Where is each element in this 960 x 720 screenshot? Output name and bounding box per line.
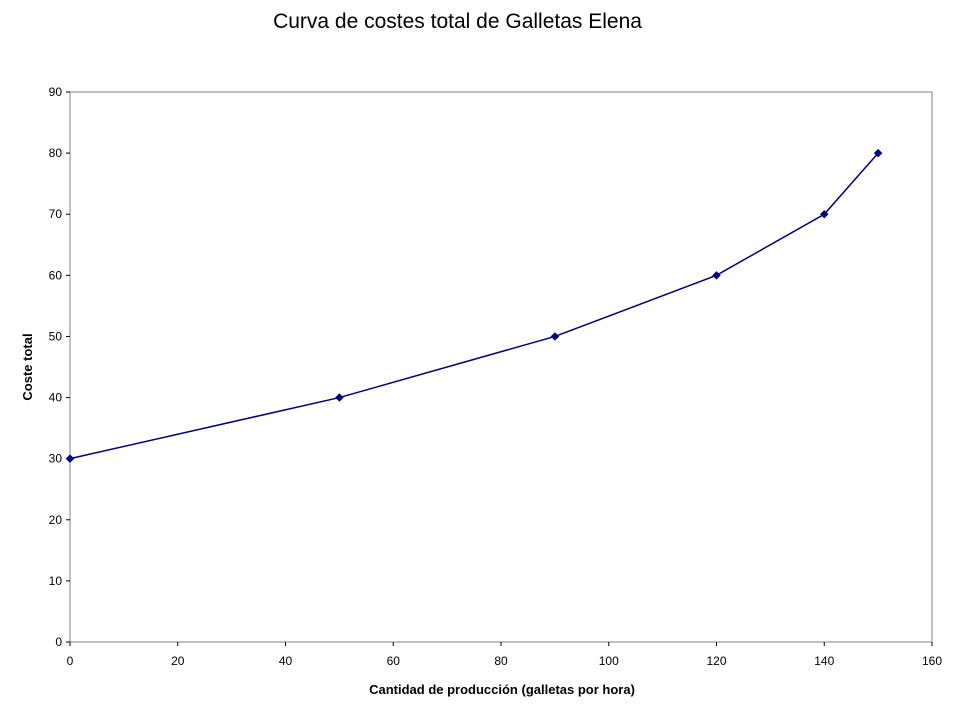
x-tick-label: 120	[706, 654, 726, 668]
x-tick-label: 40	[279, 654, 293, 668]
y-tick-label: 10	[49, 574, 63, 588]
series-line	[69, 152, 879, 460]
data-point	[335, 393, 344, 402]
plot-area	[69, 91, 933, 643]
x-tick-label: 140	[814, 654, 834, 668]
y-tick-label: 60	[49, 268, 63, 282]
y-tick-label: 80	[49, 146, 63, 160]
x-tick-label: 60	[387, 654, 401, 668]
series-layer	[65, 148, 883, 464]
x-tick-label: 160	[922, 654, 942, 668]
data-point	[712, 270, 721, 280]
data-point	[873, 148, 883, 158]
data-point	[819, 209, 829, 219]
y-tick-label: 40	[49, 391, 63, 405]
y-axis: 0 10 20 30 40 50 60 70 80 90	[49, 85, 70, 649]
y-tick-label: 20	[49, 513, 63, 527]
y-tick-label: 50	[49, 329, 63, 343]
y-tick-label: 30	[49, 452, 63, 466]
chart-title: Curva de costes total de Galletas Elena	[273, 10, 642, 33]
x-tick-label: 80	[494, 654, 508, 668]
data-point	[550, 332, 560, 341]
y-axis-title: Coste total	[20, 333, 35, 400]
x-axis-title: Cantidad de producción (galletas por hor…	[369, 682, 635, 697]
y-tick-label: 90	[49, 85, 63, 99]
x-axis: 0 20 40 60 80 100 120 140 160	[67, 642, 942, 668]
x-tick-label: 0	[67, 654, 74, 668]
x-tick-label: 100	[599, 654, 619, 668]
y-tick-label: 70	[49, 207, 63, 221]
y-tick-label: 0	[55, 635, 62, 649]
data-point	[65, 454, 75, 464]
x-tick-label: 20	[171, 654, 185, 668]
